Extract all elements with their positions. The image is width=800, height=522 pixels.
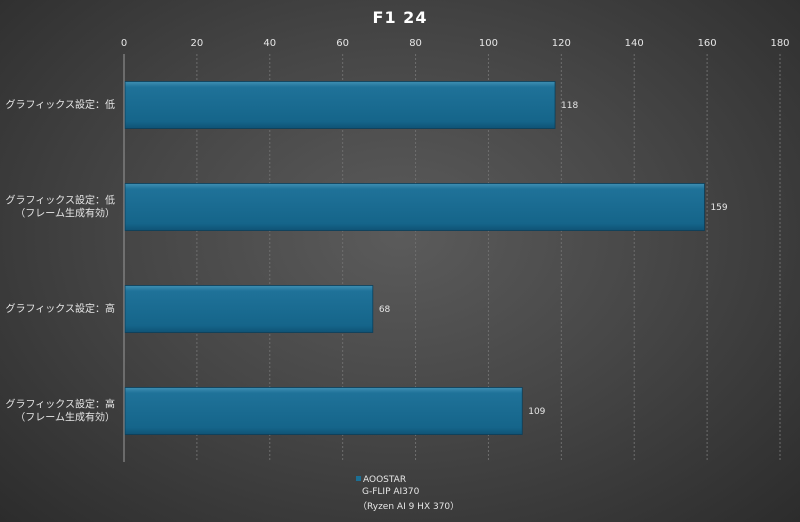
bar (124, 285, 374, 333)
x-tick-label: 20 (191, 38, 204, 49)
category-label: （フレーム生成有効） (15, 207, 115, 220)
legend-entry: AOOSTAR (356, 474, 459, 486)
x-tick-label: 120 (552, 38, 571, 49)
data-label: 68 (379, 305, 391, 315)
category-label: グラフィックス設定：高 (6, 302, 116, 315)
x-tick-label: 140 (625, 38, 644, 49)
bar (124, 387, 523, 435)
x-tick-label: 160 (698, 38, 717, 49)
x-tick-label: 180 (770, 38, 789, 49)
legend-label-line2: G-FLIP AI370 (362, 487, 420, 497)
legend-label-line3: （Ryzen AI 9 HX 370） (358, 502, 460, 512)
x-tick-label: 100 (479, 38, 498, 49)
legend: AOOSTAR G-FLIP AI370 （Ryzen AI 9 HX 370） (356, 474, 459, 513)
category-label: グラフィックス設定：高 (6, 398, 116, 411)
x-tick-label: 80 (409, 38, 422, 49)
legend-label-line1: AOOSTAR (363, 475, 407, 485)
data-label: 109 (528, 407, 545, 417)
chart-title: F1 24 (372, 8, 428, 27)
category-label: （フレーム生成有効） (15, 411, 115, 424)
x-tick-label: 60 (336, 38, 349, 49)
data-label: 159 (710, 203, 727, 213)
category-label: グラフィックス設定：低 (6, 98, 116, 111)
x-tick-label: 0 (121, 38, 127, 49)
legend-swatch (356, 476, 361, 481)
x-tick-label: 40 (263, 38, 276, 49)
bar (124, 81, 556, 129)
category-label: グラフィックス設定：低 (6, 194, 116, 207)
data-label: 118 (561, 101, 578, 111)
bar (124, 183, 705, 231)
